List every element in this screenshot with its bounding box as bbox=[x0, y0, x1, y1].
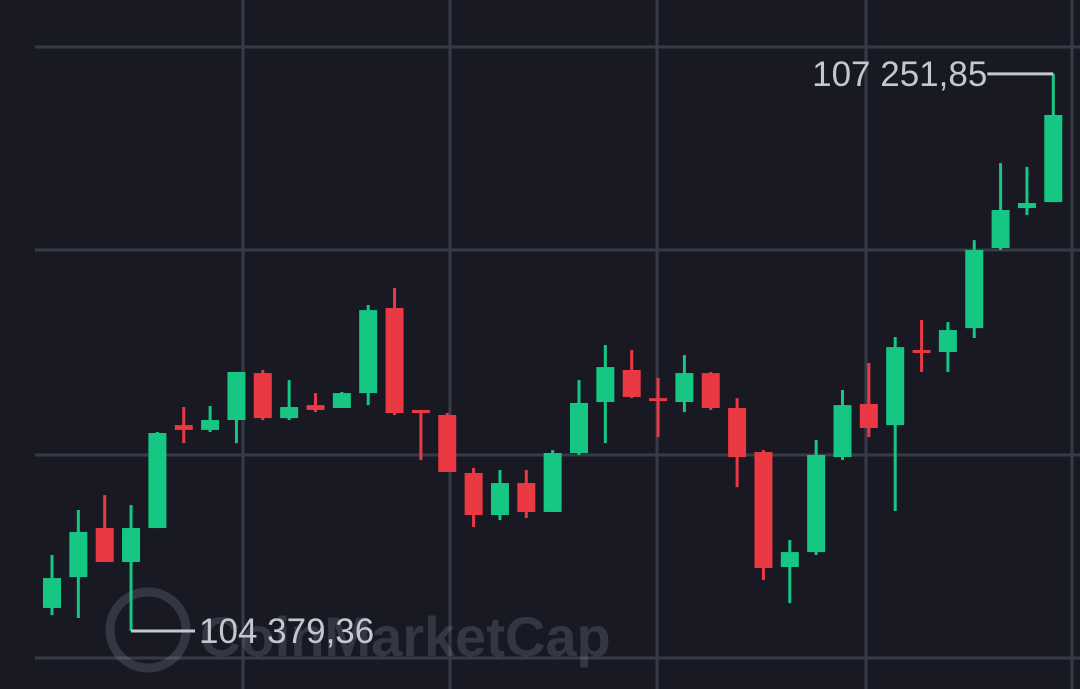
candle-body bbox=[886, 347, 905, 426]
candle-body bbox=[649, 398, 668, 402]
candle-body bbox=[332, 393, 351, 409]
candle-body bbox=[596, 367, 615, 402]
candle-body bbox=[174, 425, 193, 430]
candle-body bbox=[991, 210, 1010, 249]
candle-body bbox=[280, 407, 299, 419]
candle-body bbox=[517, 483, 536, 512]
candle-body bbox=[622, 370, 641, 397]
candle-body bbox=[490, 483, 509, 516]
candle-body bbox=[464, 472, 483, 516]
candle-body bbox=[385, 307, 404, 414]
candle-body bbox=[754, 452, 773, 568]
candle-body bbox=[122, 528, 141, 562]
candle-body bbox=[938, 330, 957, 352]
candle-body bbox=[359, 310, 378, 394]
candle-body bbox=[148, 433, 167, 529]
candle-body bbox=[95, 528, 114, 562]
candle-body bbox=[780, 552, 799, 568]
watermark-text: CoinMarketCap bbox=[200, 605, 611, 668]
annotation-label: 104 379,36 bbox=[199, 612, 374, 651]
candle-body bbox=[728, 408, 747, 458]
candle-body bbox=[701, 373, 720, 409]
candle-body bbox=[438, 414, 457, 473]
candle-body bbox=[807, 454, 826, 553]
candle-body bbox=[306, 405, 325, 410]
candle-body bbox=[227, 371, 246, 421]
candle-body bbox=[859, 403, 878, 428]
watermark: CoinMarketCap bbox=[105, 587, 611, 673]
candle-body bbox=[43, 578, 61, 608]
candle-body bbox=[1017, 203, 1036, 209]
candle-body bbox=[912, 350, 931, 354]
annotation-label: 107 251,85 bbox=[812, 55, 987, 94]
candle-body bbox=[543, 452, 562, 512]
candle-body bbox=[570, 402, 588, 453]
candle-body bbox=[675, 373, 694, 402]
candle-body bbox=[411, 409, 430, 414]
candle-body bbox=[69, 531, 88, 578]
candle-body bbox=[253, 373, 272, 419]
candle-body bbox=[833, 405, 852, 458]
candle-body bbox=[1044, 114, 1063, 203]
candle-body bbox=[965, 249, 984, 329]
candle-body bbox=[201, 420, 220, 430]
